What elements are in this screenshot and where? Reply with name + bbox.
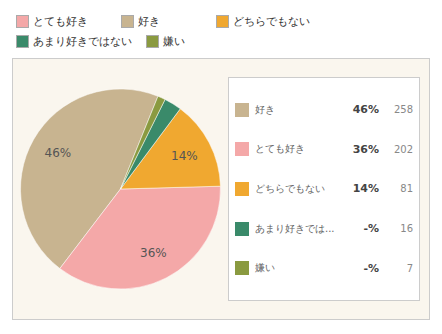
svg-text:46%: 46% — [45, 146, 72, 160]
html-text:16: 16 — [400, 223, 413, 235]
html-text:嫌い: 嫌い — [255, 262, 275, 274]
html-text:202: 202 — [393, 143, 413, 155]
html-text:あまり好きではない: あまり好きではない — [33, 35, 132, 48]
html-text:36%: 36% — [352, 142, 379, 156]
html-text:7: 7 — [406, 262, 413, 274]
html-text:好き: 好き — [138, 15, 160, 28]
html-text:どちらでもない: どちらでもない — [233, 15, 310, 28]
html-text:嫌い: 嫌い — [163, 35, 185, 48]
html-text:とても好き: とても好き — [255, 143, 305, 155]
svg-text:36%: 36% — [140, 246, 167, 260]
html-text:46%: 46% — [352, 103, 379, 117]
html-text:あまり好きでは...: あまり好きでは... — [255, 222, 335, 234]
html-text:とても好き: とても好き — [33, 15, 88, 28]
html-text:258: 258 — [393, 104, 413, 116]
html-text:14%: 14% — [352, 182, 379, 196]
html-text:好き: 好き — [255, 103, 275, 115]
html-text:どちらでもない: どちらでもない — [255, 183, 325, 194]
svg-text:14%: 14% — [171, 149, 198, 163]
html-text:81: 81 — [400, 183, 413, 195]
